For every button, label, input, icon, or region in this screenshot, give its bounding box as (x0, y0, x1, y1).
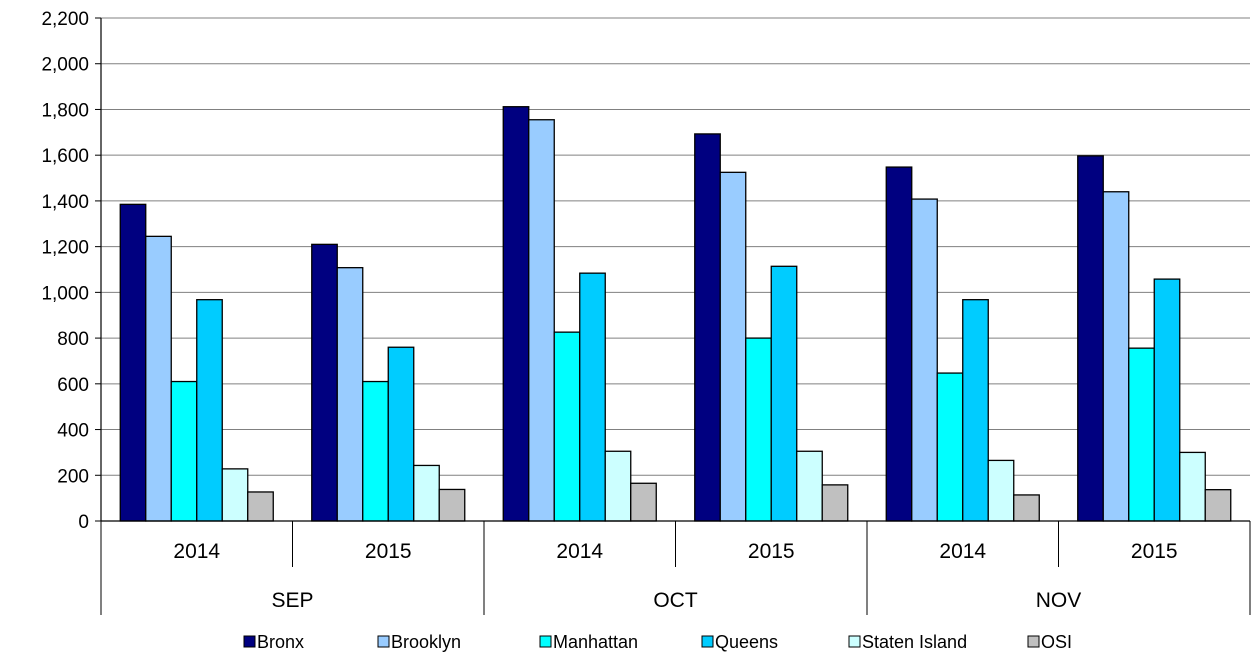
bar (694, 133, 721, 522)
bar (885, 166, 913, 522)
bar (387, 346, 415, 522)
bar (145, 235, 172, 522)
bars (119, 106, 1232, 522)
bar (1077, 155, 1104, 522)
bar (1204, 489, 1232, 522)
bar (579, 272, 606, 522)
bar (1102, 191, 1130, 522)
bar (1013, 494, 1040, 522)
legend-label: OSI (1041, 632, 1072, 652)
bar (1128, 347, 1155, 522)
y-tick-label: 1,200 (41, 238, 89, 259)
year-label: 2015 (365, 540, 412, 563)
bar (553, 331, 581, 522)
axes (100, 18, 1251, 615)
bar (987, 459, 1015, 522)
bar (745, 337, 772, 522)
legend-label: Brooklyn (391, 632, 461, 652)
bar (413, 464, 440, 522)
legend-swatch (539, 635, 552, 648)
bar (604, 450, 632, 522)
bar (311, 243, 338, 522)
bar (362, 380, 389, 522)
y-tick-label: 0 (78, 512, 89, 533)
month-label: SEP (271, 589, 313, 612)
bar (770, 265, 798, 522)
bar (502, 106, 530, 522)
y-tick-label: 1,800 (41, 100, 89, 121)
year-label: 2014 (173, 540, 220, 563)
y-tick-label: 600 (57, 375, 89, 396)
legend: Bronx Brooklyn Manhattan Queens Staten Islan… (243, 632, 1072, 652)
y-tick-label: 2,000 (41, 55, 89, 76)
year-label: 2015 (1131, 540, 1178, 563)
bar (1153, 278, 1181, 522)
y-tick-label: 400 (57, 421, 89, 442)
year-label: 2015 (748, 540, 795, 563)
legend-swatch (377, 635, 390, 648)
bar (170, 380, 198, 522)
legend-swatch (701, 635, 714, 648)
y-tick-label: 800 (57, 329, 89, 350)
y-axis-ticks: 0 200 400 600 800 1,000 1,200 1,400 1,600 1,800 2,… (41, 9, 101, 533)
y-tick-label: 1,400 (41, 192, 89, 213)
legend-label: Bronx (257, 632, 304, 652)
legend-swatch (848, 635, 861, 648)
bar (962, 299, 989, 522)
bar (438, 488, 466, 522)
y-tick-label: 200 (57, 466, 89, 487)
bar (528, 119, 555, 522)
bar (336, 267, 364, 522)
bar (821, 484, 849, 522)
legend-label: Staten Island (862, 632, 967, 652)
bar (247, 491, 274, 522)
bar (1179, 451, 1206, 522)
month-label: OCT (653, 589, 698, 612)
gridlines (101, 17, 1250, 476)
bar (196, 299, 223, 522)
year-label: 2014 (939, 540, 986, 563)
bar (796, 450, 823, 522)
bar (936, 372, 964, 522)
bar (630, 482, 657, 522)
legend-swatch (1027, 635, 1040, 648)
year-label: 2014 (556, 540, 603, 563)
legend-label: Queens (715, 632, 778, 652)
y-tick-label: 1,000 (41, 283, 89, 304)
x-axis-labels: 2014 2015 SEP 2014 2015 OCT 2014 2015 NOV (173, 540, 1177, 612)
bar (719, 171, 747, 522)
legend-label: Manhattan (553, 632, 638, 652)
bar (119, 203, 147, 522)
legend-swatch (243, 635, 256, 648)
bar (911, 198, 938, 522)
month-label: NOV (1036, 589, 1082, 612)
y-tick-label: 1,600 (41, 146, 89, 167)
bar (221, 468, 249, 522)
y-tick-label: 2,200 (41, 9, 89, 30)
